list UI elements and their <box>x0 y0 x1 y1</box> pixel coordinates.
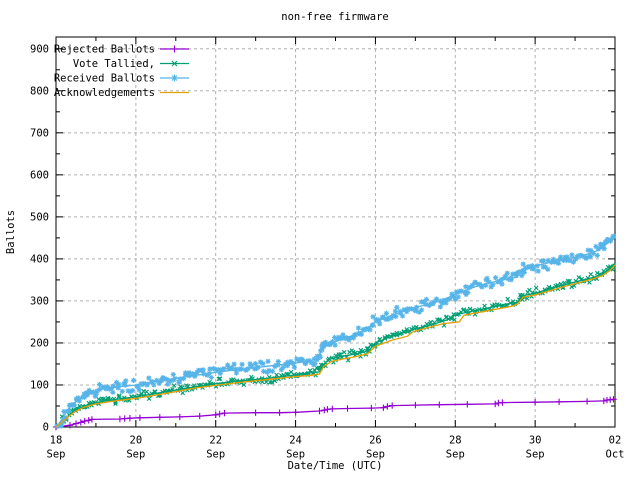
legend-samples <box>160 45 189 94</box>
x-tick-label: Sep <box>526 449 545 461</box>
x-tick-label: 02 <box>609 435 622 447</box>
y-tick-label: 400 <box>30 253 49 265</box>
y-tick-label: 100 <box>30 379 49 391</box>
series-markers-0 <box>52 396 617 431</box>
y-axis-label: Ballots <box>5 210 17 254</box>
x-tick-label: Sep <box>126 449 145 461</box>
axes-and-ticks <box>55 36 616 428</box>
y-tick-label: 700 <box>30 127 49 139</box>
y-tick-label: 600 <box>30 169 49 181</box>
y-tick-label: 900 <box>30 43 49 55</box>
x-tick-label: 26 <box>369 435 382 447</box>
chart-text: non-free firmware Date/Time (UTC) Ballot… <box>5 11 624 472</box>
y-tick-label: 800 <box>30 85 49 97</box>
legend-label-acknowledgements: Acknowledgements <box>54 87 155 99</box>
y-tick-label: 200 <box>30 337 49 349</box>
legend-label-rejected-ballots: Rejected Ballots <box>54 44 155 56</box>
x-tick-label: 24 <box>289 435 302 447</box>
x-tick-label: Sep <box>366 449 385 461</box>
y-tick-label: 300 <box>30 295 49 307</box>
x-tick-label: 20 <box>130 435 143 447</box>
data-series <box>52 233 617 431</box>
legend-sample-marker-1 <box>171 60 178 67</box>
legend-label-vote-tallied: Vote Tallied, <box>73 58 155 70</box>
x-tick-label: Oct <box>606 449 625 461</box>
legend-label-received-ballots: Received Ballots <box>54 73 155 85</box>
y-tick-label: 500 <box>30 211 49 223</box>
x-tick-label: 18 <box>50 435 63 447</box>
x-tick-label: 22 <box>209 435 222 447</box>
x-tick-label: 28 <box>449 435 462 447</box>
chart-title: non-free firmware <box>281 11 388 23</box>
legend-sample-marker-2 <box>171 74 178 82</box>
x-tick-label: Sep <box>47 449 66 461</box>
x-tick-label: Sep <box>286 449 305 461</box>
x-tick-label: 30 <box>529 435 542 447</box>
series-line-0 <box>55 398 616 428</box>
x-axis-label: Date/Time (UTC) <box>288 460 383 472</box>
x-tick-label: Sep <box>446 449 465 461</box>
y-tick-label: 0 <box>43 422 49 434</box>
series-line-3 <box>55 264 616 428</box>
legend-sample-marker-0 <box>171 45 178 53</box>
x-tick-label: Sep <box>206 449 225 461</box>
